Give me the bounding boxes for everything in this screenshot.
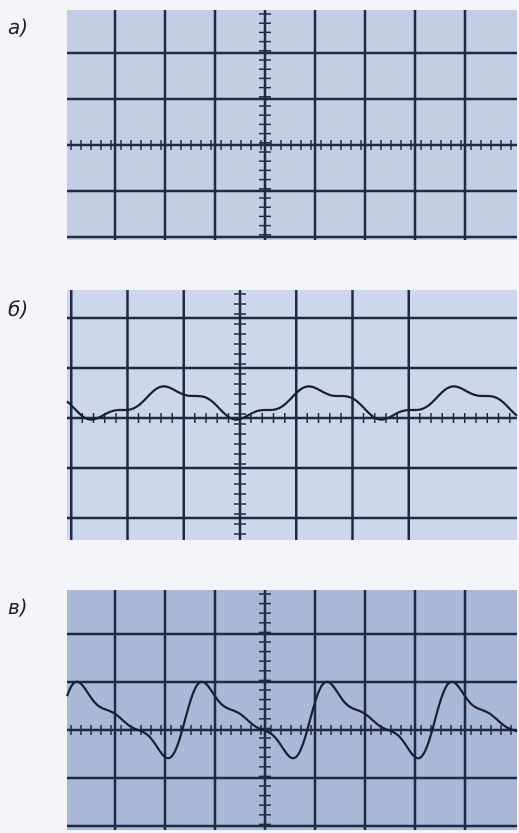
oscilloscope-screen	[67, 10, 517, 240]
oscilloscope-screen	[67, 590, 517, 830]
oscilloscope-screen	[67, 290, 517, 540]
page: а) б) в) (() => { const data = JSON.pars…	[0, 0, 519, 833]
panel-label: а)	[8, 15, 28, 39]
figure: а) б) в)	[0, 0, 519, 833]
panel-label: в)	[8, 595, 28, 619]
panel-label: б)	[8, 297, 28, 321]
screen-background	[67, 290, 517, 540]
screen-background	[67, 590, 517, 830]
screen-background	[67, 10, 517, 240]
